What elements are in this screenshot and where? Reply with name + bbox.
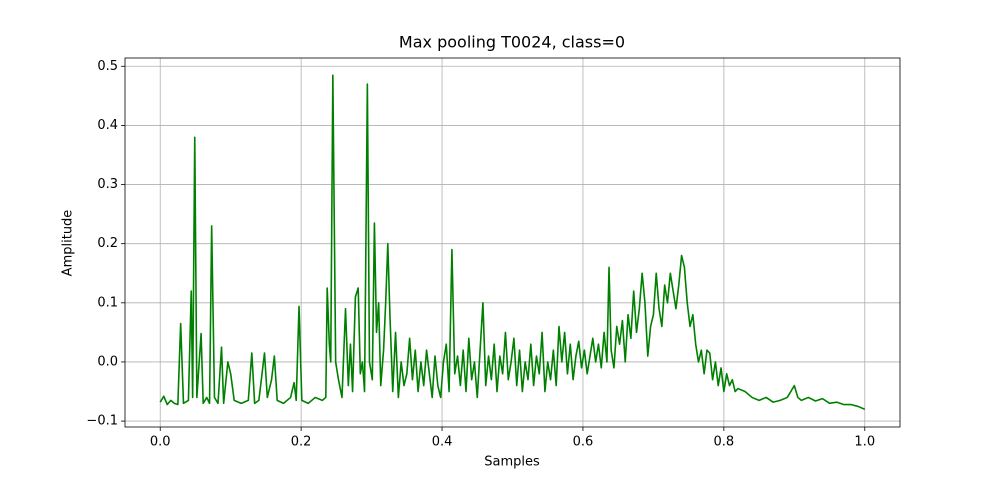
y-tick-label: 0.3 <box>97 177 118 192</box>
x-tick-label: 0.8 <box>714 435 735 450</box>
y-tick-label: 0.0 <box>97 354 118 369</box>
x-tick-label: 0.2 <box>291 435 312 450</box>
x-tick-label: 1.0 <box>854 435 875 450</box>
x-tick-label: 0.4 <box>432 435 453 450</box>
y-axis-label: Amplitude <box>61 210 76 277</box>
x-tick-label: 0.0 <box>150 435 171 450</box>
data-line <box>159 74 866 410</box>
y-tick-label: 0.5 <box>97 59 118 74</box>
x-tick-label: 0.6 <box>573 435 594 450</box>
y-tick-label: −0.1 <box>86 414 118 429</box>
axes-frame <box>124 57 901 428</box>
x-axis-label: Samples <box>484 455 540 470</box>
chart-title: Max pooling T0024, class=0 <box>399 33 625 52</box>
y-tick-label: 0.4 <box>97 118 118 133</box>
y-tick-label: 0.1 <box>97 295 118 310</box>
y-tick-label: 0.2 <box>97 236 118 251</box>
